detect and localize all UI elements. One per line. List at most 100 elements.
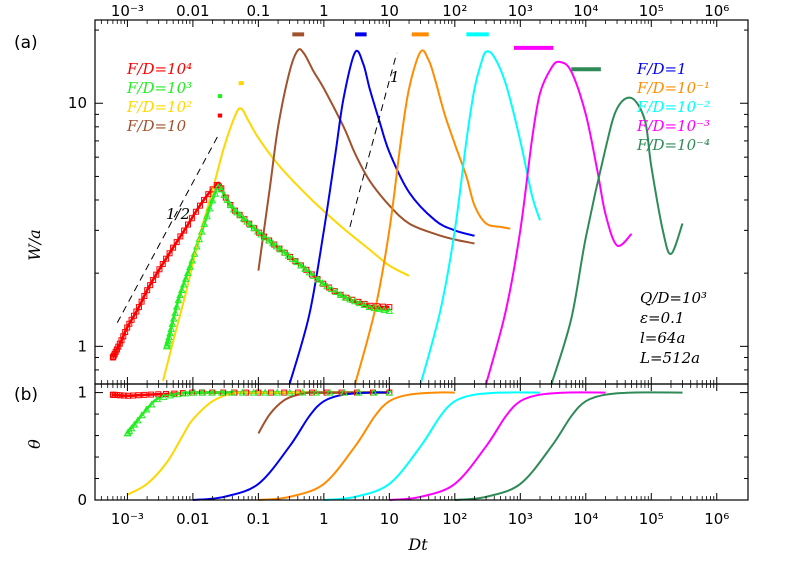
- param-q-over-d: Q/D=10³: [640, 289, 707, 307]
- series-marker-square: [156, 266, 163, 273]
- series-marker-triangle: [253, 227, 262, 235]
- series-marker-triangle: [163, 341, 171, 349]
- series-marker-triangle: [229, 205, 238, 213]
- series-marker-triangle: [284, 251, 293, 259]
- series-marker-triangle: [147, 400, 156, 408]
- series-marker-square: [135, 392, 142, 399]
- series-marker-triangle: [203, 212, 211, 220]
- axes-layer: [94, 19, 749, 501]
- series-marker-triangle: [186, 262, 194, 270]
- series-marker-triangle: [192, 242, 201, 250]
- series-marker-triangle: [168, 319, 177, 327]
- series-marker-triangle: [370, 303, 379, 311]
- series-marker-triangle: [181, 389, 190, 397]
- series-marker-triangle: [239, 214, 248, 222]
- series-marker-triangle: [385, 388, 394, 396]
- x-tick-label-bottom: 10⁶: [704, 510, 729, 528]
- series-line-a-4: [288, 49, 475, 385]
- series-line-a-7: [485, 60, 633, 385]
- series-line-a-0: [111, 181, 390, 359]
- series-marker-triangle: [305, 268, 314, 276]
- series-marker-triangle: [217, 388, 226, 396]
- series-marker-triangle: [165, 333, 173, 341]
- series-marker-triangle: [318, 279, 327, 287]
- series-line-a-8: [550, 96, 684, 385]
- series-marker-triangle: [292, 258, 301, 266]
- series-marker-triangle: [130, 420, 139, 428]
- series-marker-square: [201, 196, 208, 203]
- series-marker-square: [117, 392, 124, 399]
- series-marker-square: [192, 208, 199, 215]
- series-marker-square: [118, 337, 125, 344]
- x-tick-label-top: 10: [380, 2, 399, 20]
- y-tick-label-a: 10: [68, 94, 87, 112]
- legend-entry: F/D=10⁻²: [636, 98, 710, 116]
- series-marker-triangle: [181, 274, 190, 282]
- series-marker-square: [281, 389, 288, 396]
- series-marker-square: [173, 239, 180, 246]
- series-marker-triangle: [166, 329, 174, 337]
- series-marker-square: [268, 389, 275, 396]
- slope-half-label: 1/2: [166, 205, 190, 223]
- series-marker-triangle: [323, 282, 331, 290]
- panel-b-frame: [94, 383, 749, 501]
- series-marker-square: [141, 391, 148, 398]
- series-marker-triangle: [233, 208, 241, 216]
- slope-one-label: 1: [390, 68, 400, 86]
- series-marker-triangle: [195, 235, 204, 243]
- series-line-b-7: [389, 391, 606, 501]
- series-marker-triangle: [336, 290, 345, 298]
- series-marker-triangle: [261, 388, 270, 396]
- x-tick-label-top: 10²: [442, 2, 467, 20]
- legend-entry: F/D=10⁻³: [636, 117, 710, 135]
- series-marker-square: [141, 293, 148, 300]
- series-marker-square: [166, 250, 173, 257]
- series-marker-triangle: [297, 261, 305, 269]
- x-tick-label-bottom: 10²: [442, 510, 467, 528]
- series-marker-triangle: [133, 416, 142, 424]
- series-marker-triangle: [243, 217, 251, 225]
- series-marker-square: [188, 215, 195, 222]
- series-marker-triangle: [354, 388, 363, 396]
- x-tick-label-top: 10³: [508, 2, 533, 20]
- series-marker-triangle: [200, 219, 209, 227]
- series-marker-square: [120, 333, 127, 340]
- series-line-a-2: [162, 107, 410, 382]
- series-line-b-2: [126, 391, 390, 496]
- series-marker-triangle: [223, 195, 232, 203]
- series-marker-triangle: [190, 249, 199, 257]
- series-marker-square: [294, 389, 301, 396]
- y-tick-label-b: 1: [77, 384, 87, 402]
- series-marker-triangle: [226, 201, 235, 209]
- marker-layer: [109, 182, 394, 437]
- series-marker-triangle: [369, 388, 378, 396]
- series-marker-triangle: [153, 395, 162, 403]
- series-marker-square: [170, 244, 177, 251]
- series-marker-triangle: [142, 405, 151, 413]
- series-marker-triangle: [326, 388, 334, 396]
- x-tick-label-top: 10⁻³: [111, 2, 144, 20]
- series-marker-triangle: [127, 424, 136, 432]
- series-marker-square: [115, 343, 122, 350]
- series-marker-triangle: [314, 275, 322, 283]
- series-marker-triangle: [176, 291, 184, 299]
- x-tick-label-bottom: 0.01: [176, 510, 209, 528]
- param-epsilon: ε=0.1: [640, 309, 684, 327]
- x-tick-label-top: 10⁴: [573, 2, 598, 20]
- series-marker-triangle: [208, 388, 216, 396]
- series-marker-triangle: [138, 411, 146, 419]
- series-marker-square: [148, 391, 155, 398]
- series-marker-triangle: [346, 295, 354, 303]
- x-tick-label-bottom: 0.1: [246, 510, 270, 528]
- series-marker-square: [177, 233, 184, 240]
- legend-entry: F/D=10⁴: [126, 60, 192, 78]
- legend-entry: F/D=10: [126, 117, 187, 135]
- x-tick-label-top: 0.01: [176, 2, 209, 20]
- series-line-b-6: [323, 391, 541, 501]
- panel-a-label: (a): [14, 33, 38, 53]
- y-axis-label-a: W/a: [25, 229, 44, 260]
- series-marker-square: [138, 298, 145, 305]
- series-marker-triangle: [174, 296, 183, 304]
- series-marker-triangle: [211, 189, 220, 197]
